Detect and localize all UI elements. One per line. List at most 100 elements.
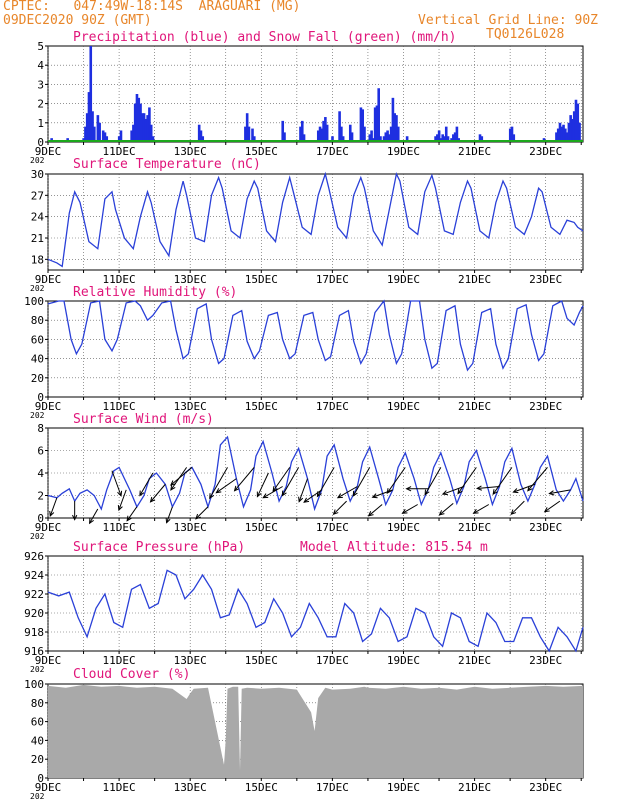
- precip-bar: [331, 136, 334, 142]
- precip-bar: [388, 134, 391, 142]
- wind-arrow-head: [386, 488, 392, 495]
- precip-bar: [197, 124, 201, 142]
- wind-arrow-head: [512, 488, 519, 494]
- precip-bar: [320, 128, 324, 142]
- precip-bar: [396, 126, 400, 142]
- precip-bar: [555, 132, 558, 142]
- x-tick-label: 21DEC: [458, 781, 491, 794]
- precip-bar: [251, 128, 254, 142]
- x-tick-label: 23DEC: [529, 654, 562, 667]
- y-tick-label: 80: [31, 697, 44, 710]
- wind-arrow: [424, 467, 442, 495]
- y-tick-label: 27: [31, 189, 44, 202]
- wind-arrow-head: [476, 485, 482, 491]
- x-tick-label: 17DEC: [316, 273, 349, 286]
- precip-bar: [386, 130, 389, 142]
- x-tick-label: 15DEC: [245, 654, 278, 667]
- wind-arrow-head: [233, 485, 240, 492]
- header-date: 09DEC2020 90Z (GMT): [3, 13, 152, 28]
- wind-arrow-head: [438, 510, 445, 516]
- precip-bar: [368, 134, 372, 142]
- precip-bar: [382, 136, 386, 142]
- wind-arrow: [262, 486, 283, 499]
- x-tick-label: 23DEC: [529, 273, 562, 286]
- wind-arrow: [510, 500, 525, 515]
- cloud-cover-area: [48, 684, 583, 778]
- x-tick-label: 13DEC: [174, 521, 207, 534]
- precip-bar: [89, 46, 93, 142]
- y-tick-label: 8: [37, 422, 44, 435]
- precip-bar: [142, 113, 146, 142]
- wind-arrow-head: [352, 490, 358, 497]
- panel-3: [45, 299, 584, 400]
- y-tick-label: 918: [24, 626, 44, 639]
- wind-arrow-head: [548, 490, 555, 496]
- y-tick-label: 40: [31, 734, 44, 747]
- precip-bar: [446, 136, 450, 142]
- precip-bar: [560, 126, 564, 142]
- y-tick-label: 3: [37, 78, 44, 91]
- precip-bar: [508, 128, 512, 142]
- precip-bar: [283, 132, 286, 142]
- precip-bar: [567, 122, 571, 142]
- wind-arrow: [89, 508, 99, 524]
- panel-frame: [47, 173, 584, 271]
- x-tick-label: 15DEC: [245, 521, 278, 534]
- wind-arrow-head: [332, 509, 339, 516]
- wind-arrow-head: [527, 485, 533, 492]
- wind-arrow-head: [256, 491, 262, 498]
- x-tick-label: 13DEC: [174, 781, 207, 794]
- wind-arrow: [49, 497, 58, 517]
- precip-bar: [340, 126, 343, 142]
- y-tick-label: 80: [31, 314, 44, 327]
- wind-arrow: [527, 467, 548, 492]
- x-tick-label: 19DEC: [387, 521, 420, 534]
- precip-bar: [510, 126, 514, 142]
- precip-bar: [572, 111, 576, 142]
- precip-bar: [341, 136, 345, 142]
- panel-frame: [47, 555, 584, 652]
- x-tick-label: 15DEC: [245, 273, 278, 286]
- precip-bar: [338, 111, 341, 142]
- year-label: 202: [30, 284, 45, 293]
- wind-arrow-head: [215, 488, 222, 494]
- precip-bar: [443, 136, 446, 142]
- wind-arrow: [150, 483, 166, 503]
- precip-bar: [93, 126, 96, 142]
- precip-bar: [318, 126, 322, 142]
- wind-arrow-head: [170, 484, 176, 491]
- x-tick-label: 23DEC: [529, 781, 562, 794]
- series-line: [47, 569, 584, 653]
- precip-bar: [565, 132, 569, 142]
- wind-arrow-head: [371, 493, 378, 499]
- precip-bar: [87, 92, 91, 142]
- x-tick-label: 19DEC: [387, 781, 420, 794]
- precip-bar: [564, 128, 567, 142]
- wind-arrow-head: [510, 509, 517, 516]
- panel-title: Surface Temperature (nC): [73, 157, 261, 172]
- precip-bar: [384, 132, 388, 142]
- precip-bar: [135, 94, 139, 142]
- precip-bar: [325, 124, 329, 142]
- x-tick-label: 17DEC: [316, 400, 349, 413]
- y-tick-label: 20: [31, 753, 44, 766]
- wind-arrow-head: [49, 510, 55, 518]
- precip-bar: [151, 136, 155, 142]
- wind-arrow-head: [543, 507, 550, 513]
- x-tick-label: 19DEC: [387, 273, 420, 286]
- panel-title: Cloud Cover (%): [73, 667, 190, 682]
- x-tick-label: 9DEC: [35, 400, 62, 413]
- y-tick-label: 6: [37, 445, 44, 458]
- wind-arrow: [195, 506, 209, 520]
- precip-bar: [556, 128, 560, 142]
- wind-arrow-head: [209, 493, 215, 500]
- wind-arrow-head: [281, 490, 287, 497]
- wind-arrow: [216, 478, 237, 494]
- precip-bar: [244, 126, 247, 142]
- precip-bar: [117, 136, 121, 142]
- year-label: 202: [30, 532, 45, 541]
- wind-arrow: [457, 467, 477, 494]
- y-tick-label: 0: [37, 512, 44, 525]
- wind-arrow: [281, 467, 300, 496]
- x-tick-label: 11DEC: [103, 400, 136, 413]
